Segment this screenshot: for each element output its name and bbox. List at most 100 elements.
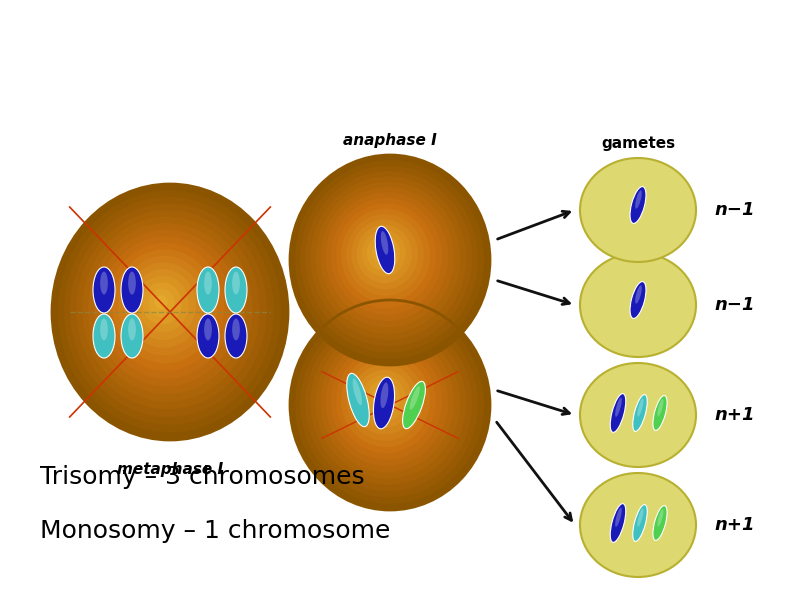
Ellipse shape (100, 272, 108, 295)
Ellipse shape (52, 184, 288, 440)
Text: gametes: gametes (601, 136, 675, 151)
Ellipse shape (366, 380, 400, 415)
Ellipse shape (290, 300, 490, 510)
Ellipse shape (232, 272, 240, 295)
Ellipse shape (204, 272, 212, 295)
Ellipse shape (306, 316, 472, 491)
Ellipse shape (580, 473, 696, 577)
Ellipse shape (70, 203, 266, 417)
Ellipse shape (315, 182, 460, 334)
Ellipse shape (124, 263, 203, 348)
Ellipse shape (353, 379, 362, 406)
Ellipse shape (142, 282, 182, 325)
Ellipse shape (410, 386, 420, 410)
Ellipse shape (326, 193, 448, 321)
Ellipse shape (635, 285, 642, 304)
Ellipse shape (377, 246, 388, 258)
Ellipse shape (615, 398, 622, 417)
Ellipse shape (326, 338, 448, 466)
Ellipse shape (149, 289, 174, 317)
Text: Monosomy – 1 chromosome: Monosomy – 1 chromosome (40, 519, 390, 543)
Ellipse shape (610, 503, 626, 542)
Ellipse shape (64, 197, 274, 425)
Ellipse shape (118, 256, 210, 356)
Ellipse shape (362, 375, 406, 422)
Ellipse shape (366, 235, 400, 271)
Ellipse shape (321, 187, 454, 327)
Ellipse shape (137, 275, 189, 332)
Ellipse shape (300, 311, 478, 497)
Ellipse shape (580, 253, 696, 357)
Ellipse shape (341, 353, 430, 447)
Ellipse shape (295, 160, 484, 359)
Ellipse shape (310, 322, 466, 485)
Ellipse shape (357, 225, 412, 283)
Ellipse shape (331, 198, 442, 314)
Ellipse shape (346, 373, 370, 427)
Ellipse shape (300, 166, 478, 352)
Ellipse shape (336, 348, 436, 454)
Ellipse shape (580, 363, 696, 467)
Ellipse shape (580, 158, 696, 262)
Ellipse shape (351, 220, 418, 289)
Ellipse shape (204, 319, 212, 340)
Ellipse shape (374, 377, 394, 429)
Ellipse shape (128, 319, 136, 340)
Ellipse shape (112, 250, 218, 363)
Ellipse shape (658, 509, 663, 526)
Ellipse shape (357, 370, 412, 428)
Ellipse shape (306, 171, 472, 346)
Text: metaphase I: metaphase I (117, 462, 223, 477)
Ellipse shape (100, 319, 108, 340)
Ellipse shape (381, 382, 388, 408)
Ellipse shape (154, 295, 168, 310)
Ellipse shape (653, 395, 667, 430)
Ellipse shape (310, 176, 466, 340)
Ellipse shape (346, 214, 424, 296)
Ellipse shape (121, 314, 143, 358)
Ellipse shape (106, 243, 224, 371)
Text: n+1: n+1 (714, 516, 754, 534)
Text: n−1: n−1 (714, 296, 754, 314)
Ellipse shape (295, 305, 484, 503)
Ellipse shape (377, 391, 388, 403)
Ellipse shape (93, 314, 115, 358)
Ellipse shape (362, 230, 406, 277)
Ellipse shape (100, 236, 231, 379)
Ellipse shape (82, 217, 253, 401)
Text: n+1: n+1 (714, 406, 754, 424)
Ellipse shape (197, 267, 219, 313)
Ellipse shape (351, 364, 418, 434)
Text: Trisomy – 3 chromosomes: Trisomy – 3 chromosomes (40, 465, 365, 489)
Ellipse shape (225, 314, 247, 358)
Text: anaphase I: anaphase I (343, 133, 437, 148)
Ellipse shape (94, 230, 238, 386)
Ellipse shape (130, 269, 196, 340)
Ellipse shape (341, 209, 430, 302)
Ellipse shape (197, 314, 219, 358)
Ellipse shape (290, 155, 490, 365)
Ellipse shape (638, 398, 643, 416)
Ellipse shape (630, 187, 646, 223)
Ellipse shape (372, 241, 394, 264)
Ellipse shape (635, 190, 642, 209)
Ellipse shape (372, 386, 394, 409)
Ellipse shape (315, 327, 460, 479)
Ellipse shape (321, 332, 454, 472)
Ellipse shape (76, 210, 260, 409)
Ellipse shape (375, 226, 394, 274)
Ellipse shape (232, 319, 240, 340)
Ellipse shape (633, 505, 647, 541)
Ellipse shape (88, 223, 246, 394)
Ellipse shape (615, 508, 622, 527)
Ellipse shape (381, 231, 388, 255)
Ellipse shape (121, 267, 143, 313)
Ellipse shape (610, 394, 626, 433)
Ellipse shape (658, 399, 663, 416)
Ellipse shape (336, 203, 436, 308)
Ellipse shape (402, 382, 426, 428)
Ellipse shape (638, 508, 643, 527)
Ellipse shape (93, 267, 115, 313)
Ellipse shape (58, 191, 281, 433)
Ellipse shape (331, 343, 442, 460)
